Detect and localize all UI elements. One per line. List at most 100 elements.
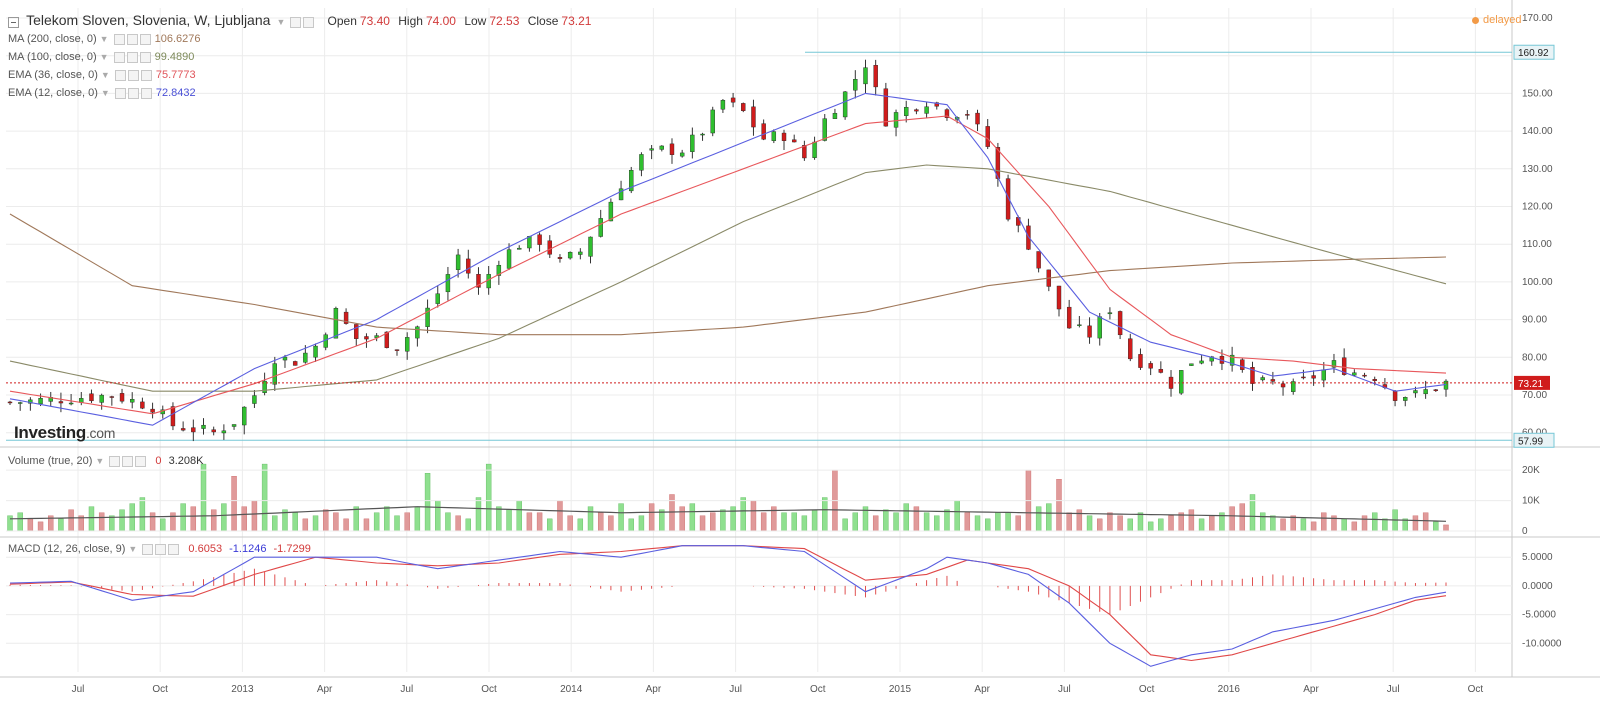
volume-bar xyxy=(88,506,95,532)
volume-bar xyxy=(608,515,614,532)
settings-icon[interactable] xyxy=(114,87,126,99)
candle xyxy=(863,67,868,85)
price-tick-label: 70.00 xyxy=(1522,390,1547,401)
volume-bar xyxy=(384,506,390,532)
volume-bar xyxy=(618,503,624,532)
candle xyxy=(842,91,848,118)
candle xyxy=(1341,357,1347,375)
chevron-down-icon[interactable]: ▼ xyxy=(100,88,110,98)
volume-bar xyxy=(68,509,74,532)
chart-header: Telekom Sloven, Slovenia, W, Ljubljana ▼… xyxy=(8,11,596,31)
candle xyxy=(944,109,950,118)
open-label: Open xyxy=(327,14,357,28)
chevron-down-icon[interactable]: ▼ xyxy=(100,70,110,80)
settings-icon[interactable] xyxy=(113,33,125,45)
volume-bar xyxy=(1412,515,1419,532)
close-icon[interactable] xyxy=(168,543,180,555)
volume-value-1: 0 xyxy=(155,455,162,467)
volume-bar xyxy=(638,515,645,532)
volume-bar xyxy=(526,512,533,532)
volume-bar xyxy=(883,509,889,532)
volume-bar xyxy=(231,476,237,532)
visibility-icon[interactable] xyxy=(303,16,315,28)
chevron-down-icon[interactable]: ▼ xyxy=(99,34,109,44)
volume-bar xyxy=(353,506,359,532)
volume-bar xyxy=(210,509,217,532)
volume-bar xyxy=(1300,518,1307,532)
candle xyxy=(812,141,817,158)
volume-bar xyxy=(1056,479,1062,532)
macd-line xyxy=(9,545,1447,667)
settings-icon[interactable] xyxy=(113,51,125,63)
visibility-icon[interactable] xyxy=(122,455,134,467)
volume-bar xyxy=(730,506,736,532)
ema12-line xyxy=(9,92,1447,426)
low-label: Low xyxy=(464,14,487,28)
candle xyxy=(618,188,624,201)
volume-bar xyxy=(1310,521,1317,532)
close-icon[interactable] xyxy=(140,87,152,99)
ohlc-readout: Open 73.40 High 74.00 Low 72.53 Close 73.21 xyxy=(328,14,597,28)
collapse-icon[interactable] xyxy=(8,16,19,28)
candle xyxy=(1189,363,1194,366)
last-price-badge xyxy=(1514,375,1550,390)
close-icon[interactable] xyxy=(139,33,151,45)
candle xyxy=(822,118,827,141)
indicator-ma100[interactable]: MA (100, close, 0) ▼ 99.4890 xyxy=(8,48,201,66)
candle xyxy=(1087,325,1092,338)
settings-icon[interactable] xyxy=(109,455,121,467)
indicator-ema12[interactable]: EMA (12, close, 0) ▼ 72.8432 xyxy=(8,84,201,102)
delayed-label: delayed xyxy=(1483,14,1522,26)
close-value: 73.21 xyxy=(561,14,592,28)
chart-title: Telekom Sloven, Slovenia, W, Ljubljana xyxy=(26,12,271,28)
candle xyxy=(1066,306,1072,329)
chevron-down-icon[interactable]: ▼ xyxy=(99,52,109,62)
chevron-down-icon[interactable]: ▼ xyxy=(276,17,286,27)
x-tick-label: 2016 xyxy=(1218,684,1241,695)
settings-icon[interactable] xyxy=(142,543,154,555)
candle xyxy=(466,258,471,274)
candle xyxy=(445,274,451,293)
visibility-icon[interactable] xyxy=(127,87,139,99)
candle xyxy=(608,201,614,222)
volume-bar xyxy=(985,518,991,532)
indicator-ma200[interactable]: MA (200, close, 0) ▼ 106.6276 xyxy=(8,30,201,48)
candle xyxy=(1372,379,1377,381)
volume-bar xyxy=(934,515,940,532)
macd-tick-label: 5.0000 xyxy=(1522,552,1553,563)
candle xyxy=(1260,377,1265,381)
candle xyxy=(883,88,889,127)
candle xyxy=(150,408,155,413)
chevron-down-icon[interactable]: ▼ xyxy=(95,456,105,466)
last-price-label: 73.21 xyxy=(1518,379,1543,390)
indicator-value: 75.7773 xyxy=(155,69,196,81)
close-icon[interactable] xyxy=(140,69,152,81)
visibility-icon[interactable] xyxy=(127,69,139,81)
visibility-icon[interactable] xyxy=(126,33,138,45)
indicator-ema36[interactable]: EMA (36, close, 0) ▼ 75.7773 xyxy=(8,66,201,84)
candle xyxy=(1291,381,1296,392)
volume-bar xyxy=(139,497,146,532)
close-icon[interactable] xyxy=(135,455,147,467)
visibility-icon[interactable] xyxy=(155,543,167,555)
volume-bar xyxy=(669,494,675,532)
settings-icon[interactable] xyxy=(290,16,302,28)
volume-bar xyxy=(149,512,156,532)
chevron-down-icon[interactable]: ▼ xyxy=(128,544,138,554)
candle xyxy=(1331,360,1337,368)
candle xyxy=(904,107,909,116)
candle xyxy=(547,240,552,255)
volume-bar xyxy=(251,500,258,532)
visibility-icon[interactable] xyxy=(126,51,138,63)
volume-bar xyxy=(404,512,410,532)
settings-icon[interactable] xyxy=(114,69,126,81)
volume-bar xyxy=(944,509,950,532)
volume-bar xyxy=(791,512,797,532)
delayed-badge: delayed xyxy=(1472,14,1522,26)
candle xyxy=(415,326,420,339)
close-icon[interactable] xyxy=(139,51,151,63)
x-tick-label: Oct xyxy=(1468,684,1484,695)
volume-bar xyxy=(323,509,329,532)
